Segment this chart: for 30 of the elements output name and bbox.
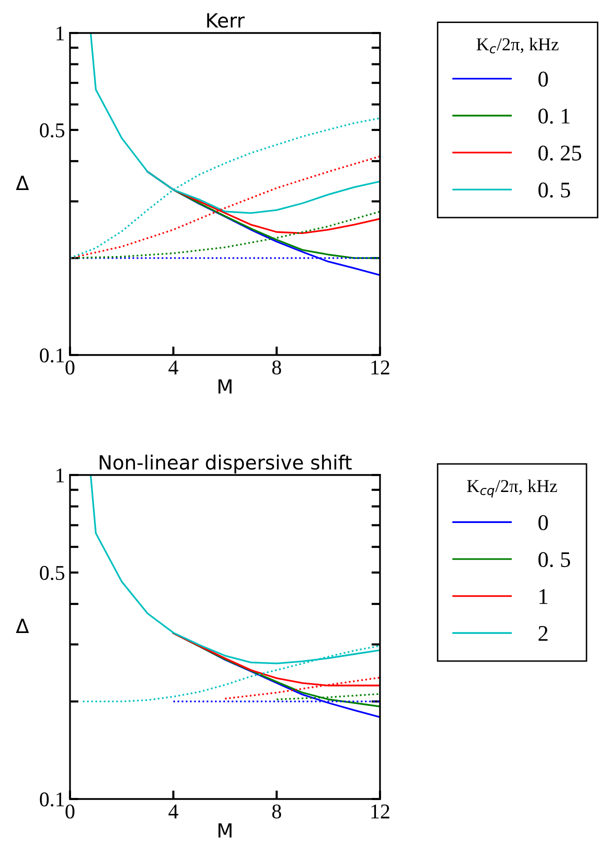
x-tick-label: 12 [371, 360, 390, 374]
legend-label: 0 [538, 72, 548, 87]
y-tick-label: 0.5 [40, 123, 64, 138]
y-axis-title: Δ [16, 176, 29, 190]
x-tick-label: 0 [66, 360, 74, 375]
legend-label: 2 [538, 626, 548, 641]
y-tick-label: 0.1 [40, 348, 64, 363]
x-tick-label: 8 [272, 804, 282, 819]
x-tick-label: 4 [168, 360, 178, 374]
y-tick-label: 1 [56, 468, 64, 482]
x-tick-label: 12 [371, 804, 390, 818]
legend-label: 0. 5 [538, 552, 570, 568]
legend-title: K$_{c}$/2π, kHz [476, 38, 559, 54]
legend-label: 0. 5 [538, 182, 570, 198]
legend-label: 0. 1 [538, 108, 570, 124]
x-tick-label: 0 [66, 804, 74, 819]
legend-label: 0 [538, 515, 548, 530]
legend-title: K$_{cq}$/2π, kHz [467, 479, 557, 498]
chart-title: Non-linear dispersive shift [100, 454, 352, 474]
x-axis-title: M [218, 379, 232, 394]
x-axis-title: M [218, 823, 232, 838]
y-tick-label: 0.1 [40, 792, 64, 807]
legend-label: 1 [540, 589, 548, 604]
y-tick-label: 0.5 [40, 566, 64, 580]
x-tick-label: 4 [168, 804, 178, 818]
chart-title: Kerr [207, 13, 245, 28]
legend-label: 0. 25 [538, 146, 582, 161]
x-tick-label: 8 [272, 360, 282, 375]
y-tick-label: 1 [56, 26, 64, 40]
y-axis-title: Δ [16, 618, 29, 633]
